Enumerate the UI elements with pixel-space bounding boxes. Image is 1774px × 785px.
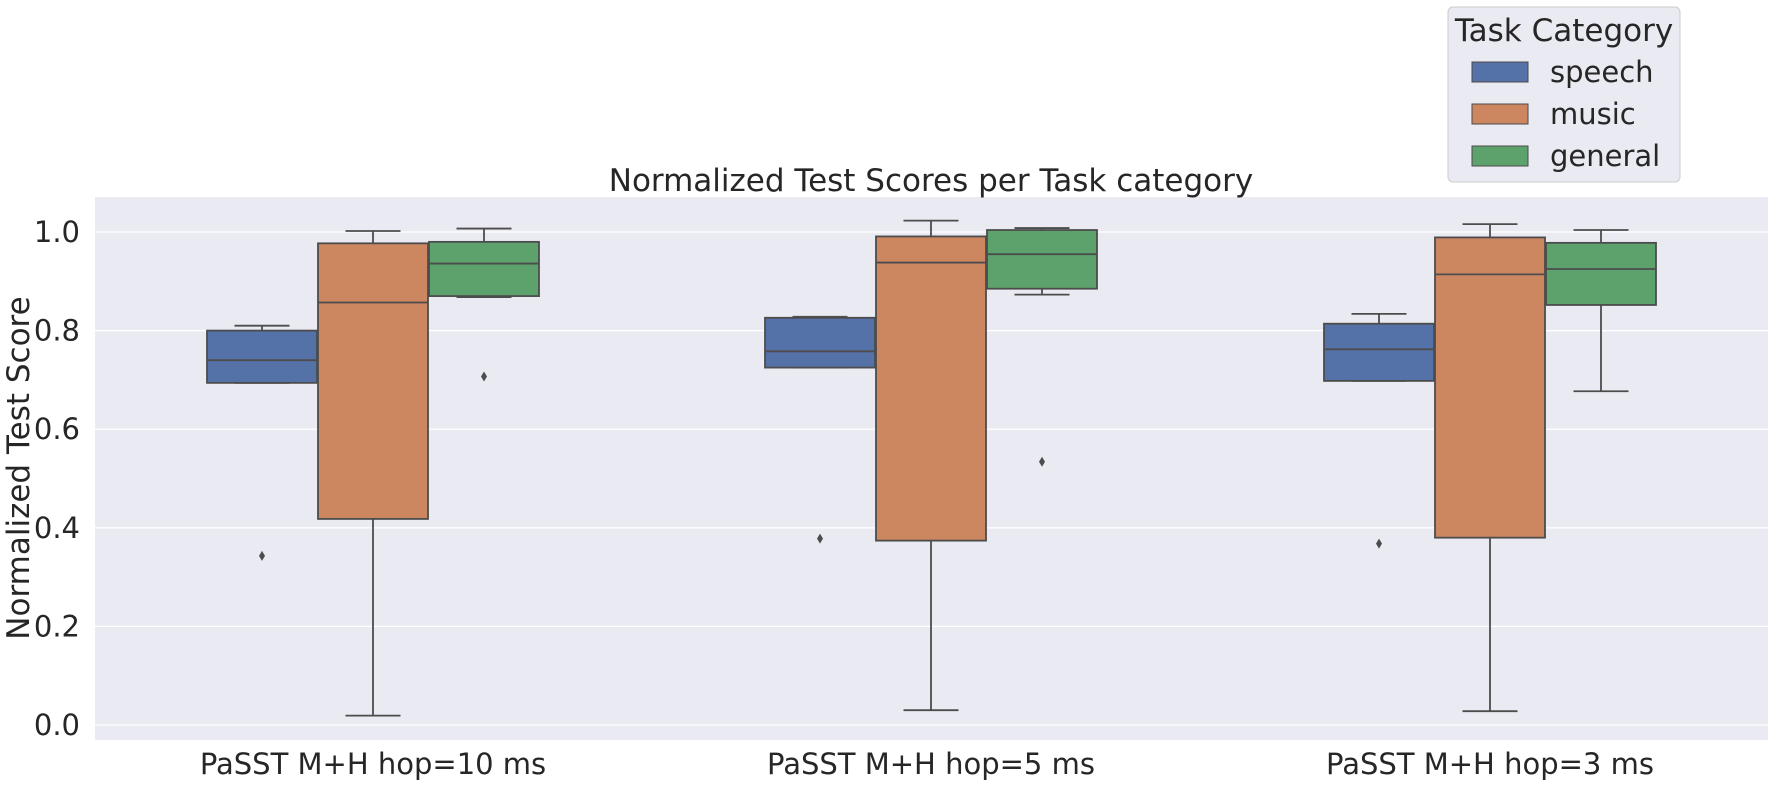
outlier-point xyxy=(1376,538,1382,549)
chart-title: Normalized Test Scores per Task category xyxy=(609,163,1254,199)
box-iqr xyxy=(1434,236,1546,539)
legend-label-speech: speech xyxy=(1550,55,1654,89)
y-axis-ticks: 0.0 0.2 0.4 0.6 0.8 1.0 xyxy=(34,215,80,742)
box-iqr xyxy=(1545,241,1657,306)
box-music xyxy=(1434,223,1546,713)
box-iqr xyxy=(986,229,1098,290)
box-iqr xyxy=(428,240,540,297)
y-tick-label: 0.8 xyxy=(34,314,80,348)
y-tick-label: 0.2 xyxy=(34,609,80,643)
x-tick-label: PaSST M+H hop=3 ms xyxy=(1326,747,1654,781)
y-axis-label: Normalized Test Score xyxy=(1,296,37,639)
x-tick-label: PaSST M+H hop=10 ms xyxy=(200,747,546,781)
box-speech xyxy=(1323,312,1435,549)
box-series xyxy=(206,219,1657,717)
legend: Task Category speech music general xyxy=(1447,6,1681,183)
y-tick-label: 0.6 xyxy=(34,412,80,446)
box-general xyxy=(986,227,1098,467)
legend-label-music: music xyxy=(1550,97,1636,131)
box-iqr xyxy=(206,329,318,384)
box-music xyxy=(875,219,987,712)
legend-frame xyxy=(1447,6,1681,183)
box-iqr xyxy=(1323,322,1435,382)
box-iqr xyxy=(875,235,987,542)
outlier-point xyxy=(259,550,265,561)
y-tick-label: 0.4 xyxy=(34,511,80,545)
y-tick-label: 1.0 xyxy=(34,215,80,249)
box-iqr xyxy=(764,316,876,369)
legend-title: Task Category xyxy=(1454,13,1673,49)
legend-swatch-general xyxy=(1471,145,1529,167)
box-speech xyxy=(764,315,876,544)
outlier-point xyxy=(1039,456,1045,467)
y-tick-label: 0.0 xyxy=(34,708,80,742)
box-speech xyxy=(206,324,318,561)
box-general xyxy=(1545,229,1657,393)
legend-label-general: general xyxy=(1550,139,1660,173)
box-music xyxy=(317,230,429,717)
box-general xyxy=(428,227,540,382)
outlier-point xyxy=(817,533,823,544)
legend-swatch-music xyxy=(1471,103,1529,125)
x-tick-label: PaSST M+H hop=5 ms xyxy=(767,747,1095,781)
box-iqr xyxy=(317,242,429,520)
x-axis-ticks: PaSST M+H hop=10 ms PaSST M+H hop=5 ms PaS… xyxy=(200,747,1654,781)
legend-swatch-speech xyxy=(1471,61,1529,83)
outlier-point xyxy=(481,371,487,382)
